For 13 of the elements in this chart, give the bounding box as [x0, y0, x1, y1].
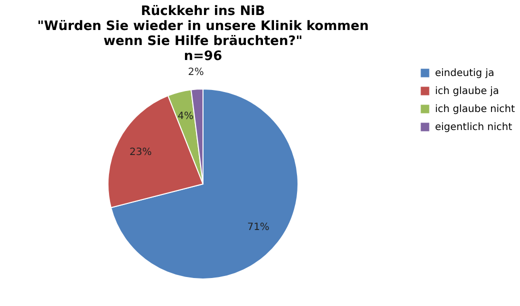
- legend-label: eindeutig ja: [435, 68, 494, 79]
- legend-label: ich glaube nicht: [435, 104, 516, 115]
- data-label: 2%: [188, 67, 204, 78]
- text: "Würden Sie wieder in unsere Klinik kommen: [37, 19, 369, 34]
- data-label: 4%: [178, 111, 194, 122]
- pie-slice: [110, 88, 298, 280]
- text: Rückkehr ins NiB: [140, 4, 266, 19]
- legend-label: eigentlich nicht: [435, 122, 512, 133]
- text: n=96: [184, 49, 222, 64]
- data-label: 23%: [130, 147, 152, 158]
- legend-label: ich glaube ja: [435, 86, 499, 97]
- text: wenn Sie Hilfe bräuchten?": [103, 34, 303, 49]
- data-label: 71%: [247, 222, 270, 233]
